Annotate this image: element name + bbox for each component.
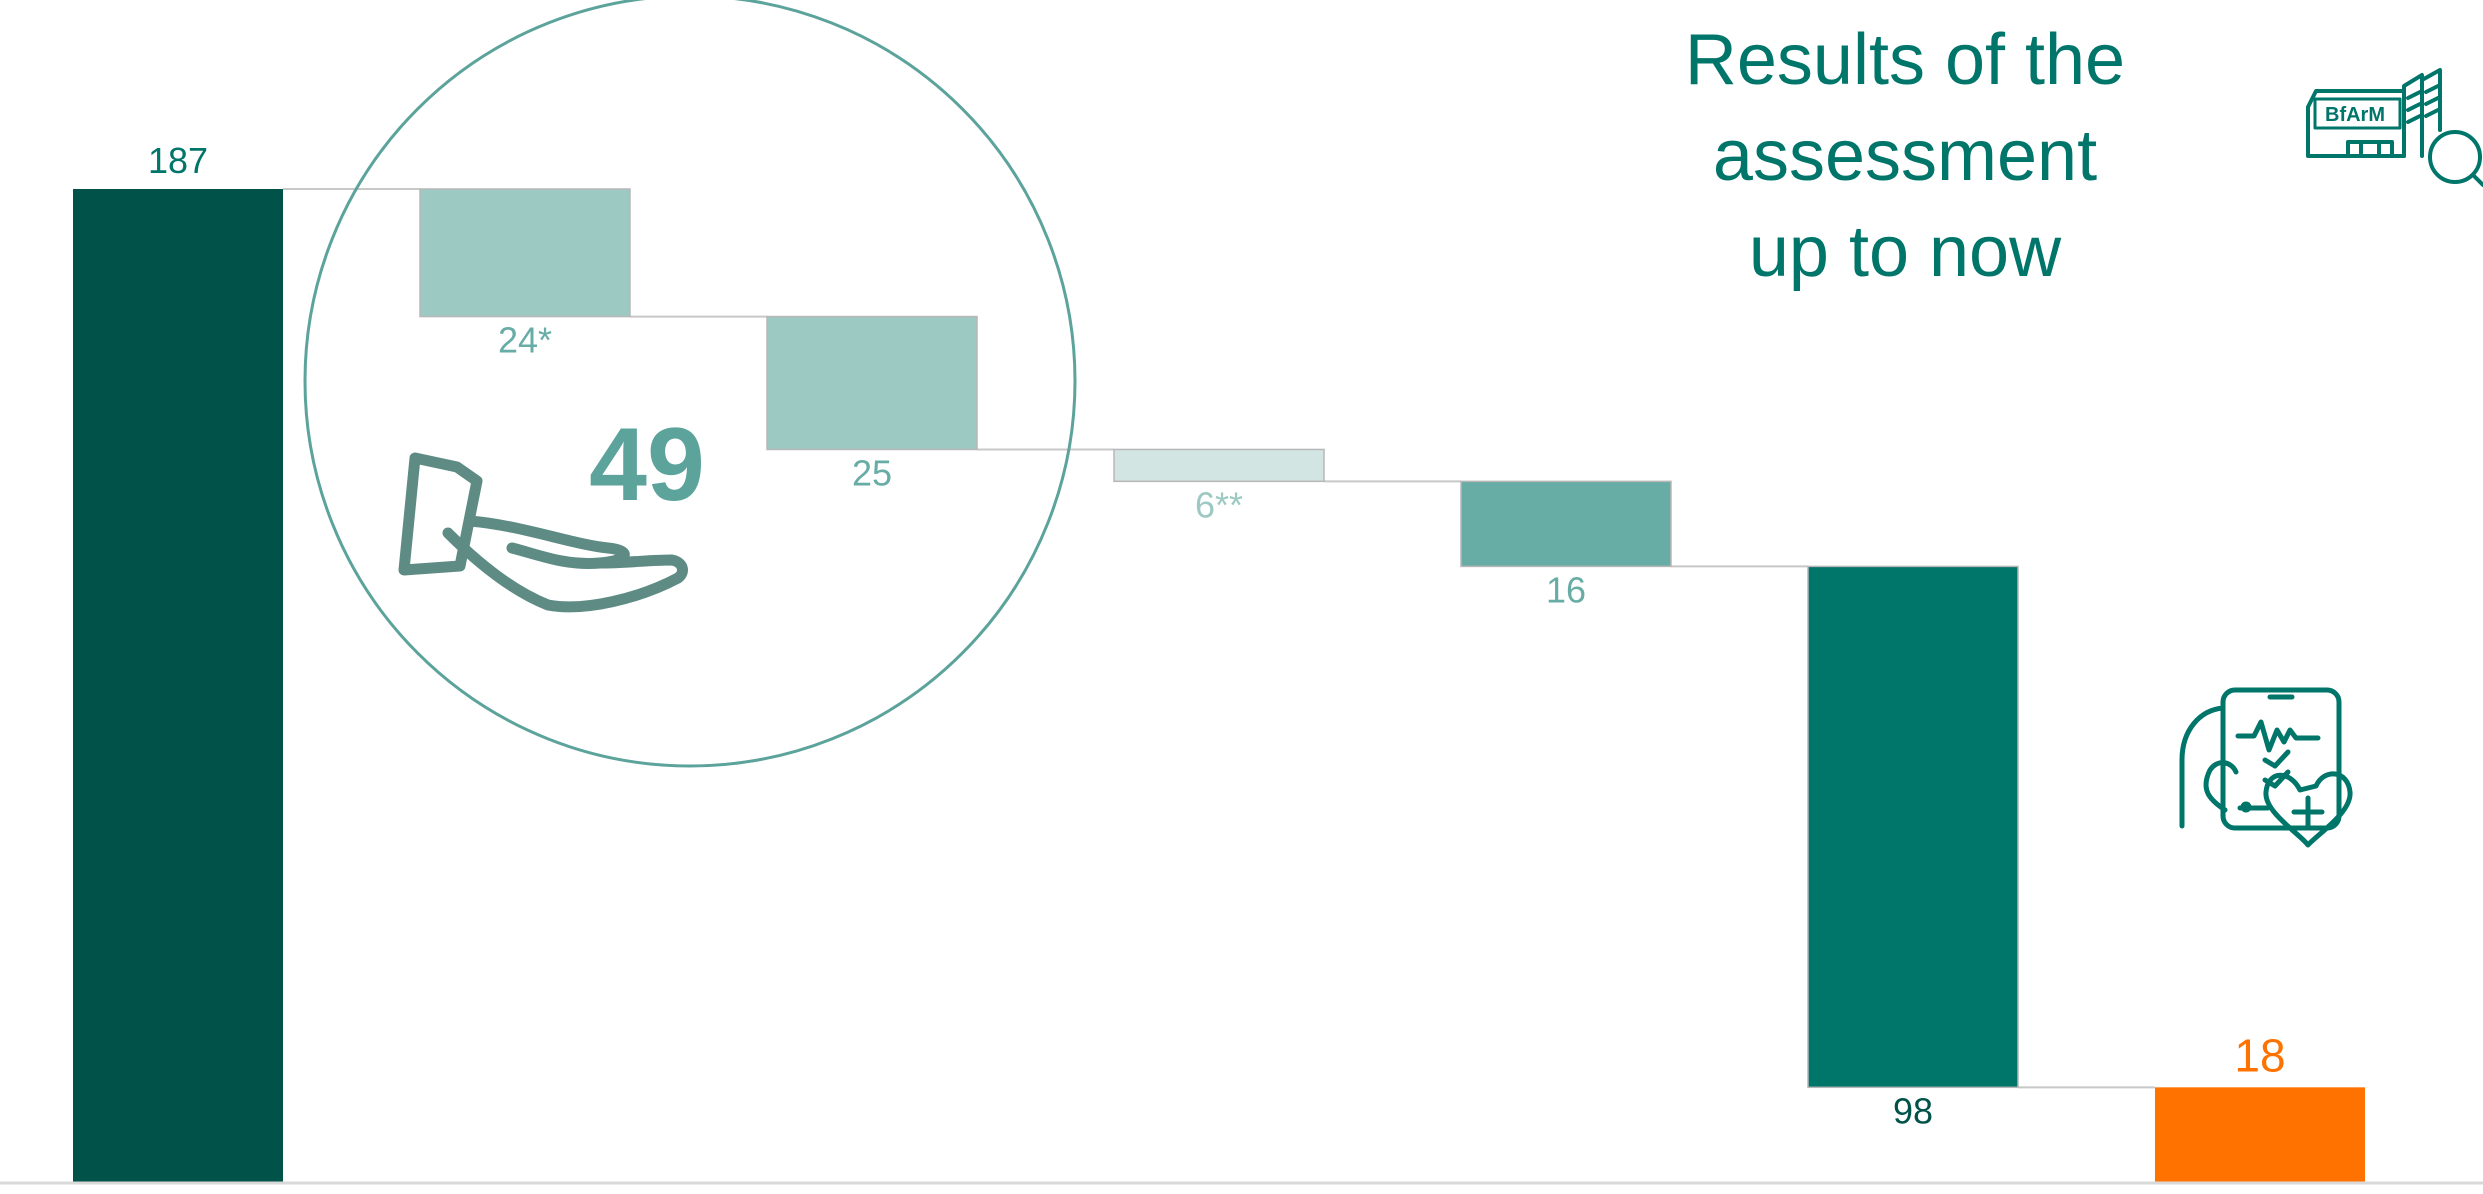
data-labels: 187 24* 25 6** 16 98 18	[148, 140, 2286, 1131]
bfarm-logo-text: BfArM	[2325, 104, 2385, 126]
connector-lines	[283, 188, 2155, 1089]
bar-2	[419, 188, 631, 318]
bar-4	[1113, 448, 1325, 483]
title-line-2: assessment	[1712, 116, 2098, 196]
title-line-3: up to now	[1748, 212, 2062, 292]
chart-bars	[73, 188, 2365, 1183]
bar-label-5: 16	[1546, 569, 1586, 610]
chart-title: Results of the assessment up to now	[1590, 12, 2220, 300]
building-magnifier-icon	[2306, 68, 2483, 187]
bar-label-3: 25	[852, 452, 892, 493]
bar-label-6: 98	[1893, 1090, 1933, 1131]
bar-5	[1460, 480, 1672, 568]
bar-label-7: 18	[2234, 1029, 2285, 1081]
bar-3	[766, 315, 978, 451]
bar-label-1: 187	[148, 140, 208, 181]
open-hand-icon	[398, 452, 688, 613]
phone-health-app-icon	[2179, 687, 2353, 848]
circle-total-label: 49	[589, 407, 705, 523]
title-line-1: Results of the	[1684, 20, 2126, 100]
highlight-circle	[303, 0, 1077, 768]
bar-label-4: 6**	[1195, 484, 1243, 525]
bar-6	[1807, 565, 2019, 1089]
bar-7	[2155, 1087, 2365, 1183]
bar-label-2: 24*	[498, 320, 552, 361]
bar-1	[73, 189, 283, 1183]
